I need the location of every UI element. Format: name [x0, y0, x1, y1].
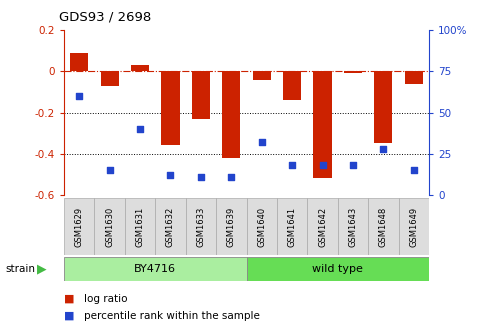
- FancyBboxPatch shape: [246, 198, 277, 255]
- Text: strain: strain: [5, 264, 35, 274]
- Point: [197, 174, 205, 179]
- Text: GSM1633: GSM1633: [196, 207, 206, 247]
- Point: [106, 167, 113, 173]
- FancyBboxPatch shape: [64, 257, 246, 281]
- Point: [318, 163, 326, 168]
- Bar: [192, 72, 210, 119]
- Text: GSM1640: GSM1640: [257, 207, 266, 247]
- Text: GSM1643: GSM1643: [349, 207, 357, 247]
- Bar: [70, 53, 88, 72]
- Point: [167, 172, 175, 178]
- Bar: [252, 72, 271, 80]
- Text: ■: ■: [64, 311, 74, 321]
- FancyBboxPatch shape: [398, 198, 429, 255]
- Bar: [161, 72, 179, 145]
- Text: wild type: wild type: [312, 264, 363, 274]
- FancyBboxPatch shape: [186, 198, 216, 255]
- Point: [349, 163, 357, 168]
- Bar: [222, 72, 241, 158]
- Text: ■: ■: [64, 294, 74, 304]
- Bar: [283, 72, 301, 100]
- Point: [288, 163, 296, 168]
- Point: [258, 139, 266, 145]
- Point: [380, 146, 387, 152]
- Text: GSM1641: GSM1641: [287, 207, 297, 247]
- FancyBboxPatch shape: [338, 198, 368, 255]
- FancyBboxPatch shape: [368, 198, 398, 255]
- FancyBboxPatch shape: [277, 198, 307, 255]
- Text: BY4716: BY4716: [134, 264, 176, 274]
- Text: GSM1639: GSM1639: [227, 207, 236, 247]
- Bar: [101, 72, 119, 86]
- FancyBboxPatch shape: [246, 257, 429, 281]
- FancyBboxPatch shape: [307, 198, 338, 255]
- Point: [75, 93, 83, 99]
- FancyBboxPatch shape: [216, 198, 246, 255]
- Text: GSM1631: GSM1631: [136, 207, 144, 247]
- Text: GSM1629: GSM1629: [75, 207, 84, 247]
- Point: [410, 167, 418, 173]
- Point: [136, 126, 144, 132]
- Bar: [374, 72, 392, 143]
- FancyBboxPatch shape: [95, 198, 125, 255]
- Bar: [314, 72, 332, 178]
- Text: GSM1630: GSM1630: [105, 207, 114, 247]
- Text: ▶: ▶: [37, 262, 47, 275]
- Text: GSM1632: GSM1632: [166, 207, 175, 247]
- FancyBboxPatch shape: [155, 198, 186, 255]
- FancyBboxPatch shape: [125, 198, 155, 255]
- Bar: [344, 72, 362, 74]
- Text: percentile rank within the sample: percentile rank within the sample: [84, 311, 260, 321]
- Text: GSM1649: GSM1649: [409, 207, 418, 247]
- Text: GSM1642: GSM1642: [318, 207, 327, 247]
- Text: log ratio: log ratio: [84, 294, 127, 304]
- Bar: [131, 65, 149, 72]
- Text: GSM1648: GSM1648: [379, 207, 388, 247]
- Point: [227, 174, 235, 179]
- Text: GDS93 / 2698: GDS93 / 2698: [59, 10, 151, 23]
- Bar: [405, 72, 423, 84]
- FancyBboxPatch shape: [64, 198, 95, 255]
